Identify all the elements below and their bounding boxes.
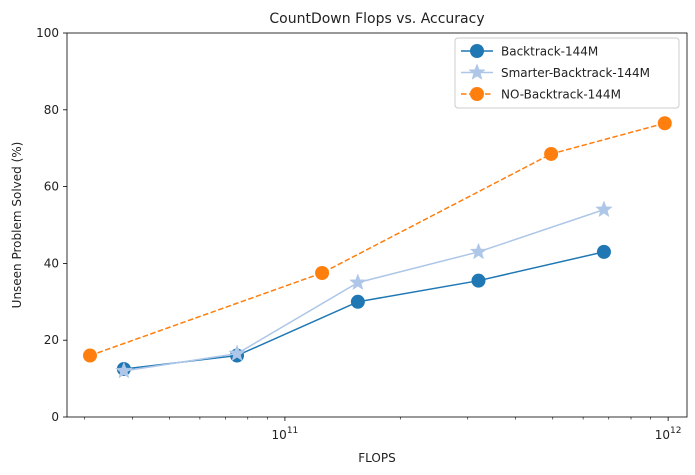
data-point — [350, 294, 365, 309]
legend-marker — [470, 87, 484, 101]
data-point — [115, 361, 133, 379]
chart-title: CountDown Flops vs. Accuracy — [269, 11, 484, 27]
plot-area — [82, 116, 672, 379]
axes: 0 20 40 60 80 100 1011 1012 — [36, 26, 681, 442]
x-tick-label: 1012 — [655, 426, 682, 442]
series-line — [123, 208, 605, 372]
y-tick-label: 100 — [36, 26, 59, 40]
legend-item: NO-Backtrack-144M — [461, 87, 621, 102]
data-point — [315, 266, 330, 280]
data-point — [228, 344, 246, 362]
y-tick-label: 20 — [44, 333, 59, 347]
data-point — [349, 273, 367, 291]
series-3 — [82, 116, 672, 363]
legend-item: Backtrack-144M — [461, 44, 598, 59]
series-1 — [116, 244, 611, 376]
data-point — [595, 200, 613, 218]
legend-label: NO-Backtrack-144M — [501, 88, 621, 102]
data-point — [657, 116, 672, 131]
legend-label: Backtrack-144M — [501, 45, 598, 59]
y-tick-label: 0 — [51, 410, 59, 424]
legend-item: Smarter-Backtrack-144M — [461, 63, 650, 80]
y-tick-label: 80 — [44, 103, 59, 117]
x-axis-title: FLOPS — [358, 451, 395, 465]
legend-marker — [470, 44, 484, 58]
legend-box — [454, 37, 680, 109]
legend-marker — [468, 63, 486, 80]
data-point — [471, 273, 486, 288]
data-point — [596, 244, 611, 259]
x-tick-label: 1011 — [272, 426, 299, 442]
series-line — [123, 251, 605, 370]
y-tick-label: 40 — [44, 256, 59, 270]
plot-frame — [66, 32, 688, 418]
series-2 — [115, 200, 613, 379]
legend: Backtrack-144M Smarter-Backtrack-144M NO-B… — [454, 37, 680, 109]
y-axis-title: Unseen Problem Solved (%) — [10, 142, 24, 309]
data-point — [544, 146, 559, 161]
series-line — [89, 122, 665, 357]
y-tick-label: 60 — [44, 180, 59, 194]
legend-label: Smarter-Backtrack-144M — [501, 66, 650, 80]
data-point — [469, 242, 488, 260]
data-point — [82, 348, 97, 363]
